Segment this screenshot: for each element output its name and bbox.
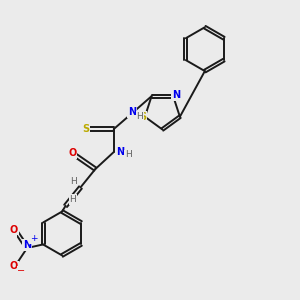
Text: −: −	[17, 266, 26, 276]
Text: N: N	[116, 147, 124, 157]
Text: S: S	[140, 112, 147, 122]
Text: +: +	[30, 234, 37, 243]
Text: N: N	[128, 107, 136, 118]
Text: H: H	[125, 150, 132, 159]
Text: H: H	[69, 195, 76, 204]
Text: O: O	[10, 261, 18, 272]
Text: N: N	[23, 240, 31, 250]
Text: H: H	[136, 112, 143, 121]
Text: O: O	[68, 148, 76, 158]
Text: S: S	[82, 124, 89, 134]
Text: O: O	[10, 225, 18, 235]
Text: H: H	[70, 177, 77, 186]
Text: N: N	[172, 90, 180, 100]
